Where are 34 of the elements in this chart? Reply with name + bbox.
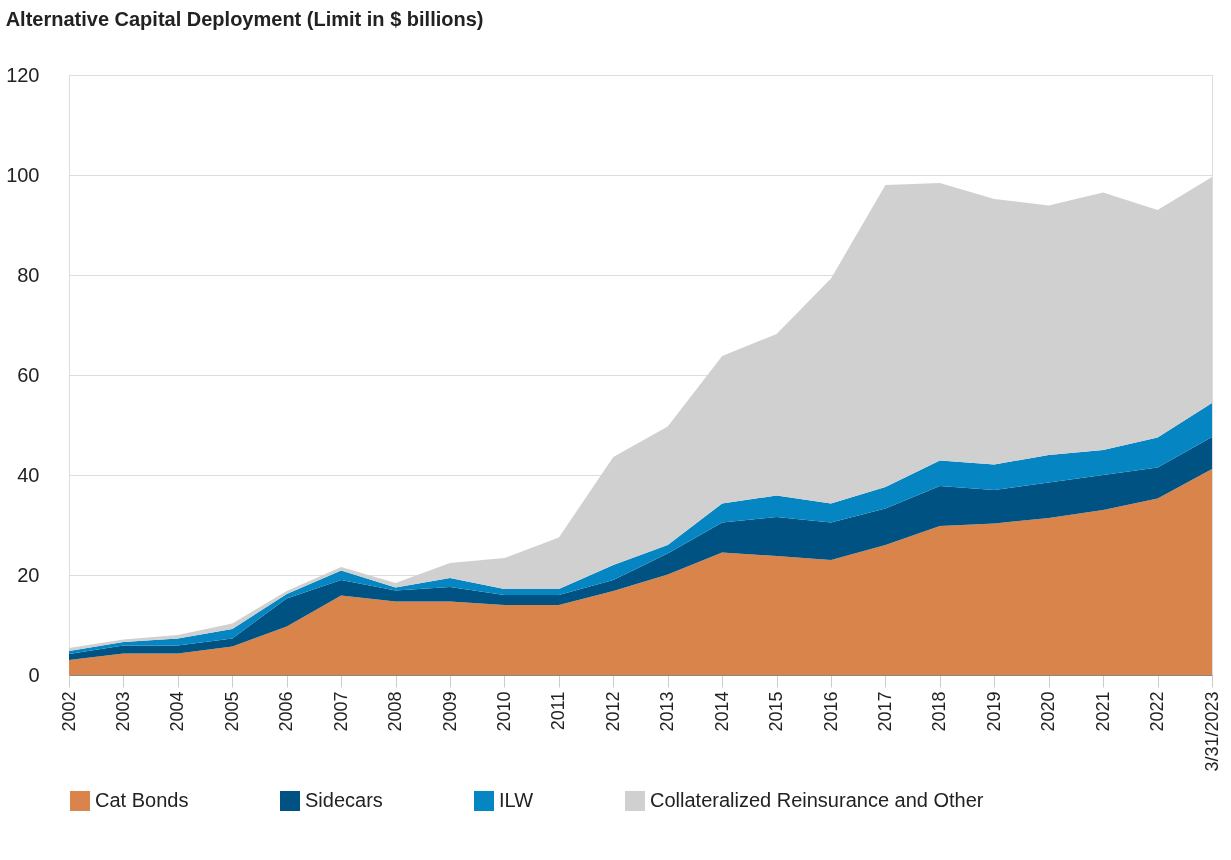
x-tick-label: 2005 (221, 691, 242, 732)
chart-title: Alternative Capital Deployment (Limit in $ billions) (5, 8, 484, 30)
y-tick-label: 40 (17, 463, 40, 486)
y-tick-label: 100 (6, 163, 40, 186)
x-tick-label: 2004 (167, 691, 188, 732)
y-tick-label: 0 (28, 663, 40, 686)
x-tick-label: 2012 (602, 691, 623, 732)
x-tick-label: 2020 (1038, 691, 1059, 732)
x-tick-label: 2003 (112, 691, 133, 732)
x-tick-label: 2002 (58, 691, 79, 732)
x-tick-label: 2015 (766, 691, 787, 732)
legend-label: ILW (499, 789, 534, 811)
x-tick-label: 2007 (330, 691, 351, 732)
x-tick-label: 2014 (711, 691, 732, 732)
x-tick-label: 2008 (385, 691, 406, 732)
x-tick-label: 2018 (929, 691, 950, 732)
x-tick-label: 2016 (820, 691, 841, 732)
y-tick-label: 80 (17, 263, 40, 286)
y-tick-label: 120 (6, 63, 40, 86)
x-tick-label: 2021 (1092, 691, 1113, 732)
x-tick-label: 2009 (439, 691, 460, 732)
x-tick-label: 2010 (493, 691, 514, 732)
x-tick-label: 2017 (874, 691, 895, 732)
x-tick-label: 3/31/2023 (1201, 691, 1222, 772)
x-tick-label: 2019 (983, 691, 1004, 732)
legend-label: Cat Bonds (95, 789, 189, 811)
x-tick-label: 2006 (276, 691, 297, 732)
x-tick-label: 2013 (657, 691, 678, 732)
legend-label: Sidecars (305, 789, 383, 811)
y-tick-label: 60 (17, 363, 40, 386)
legend-label: Collateralized Reinsurance and Other (650, 789, 984, 811)
y-tick-label: 20 (17, 563, 40, 586)
x-tick-label: 2022 (1147, 691, 1168, 732)
x-tick-label: 2011 (548, 691, 569, 731)
